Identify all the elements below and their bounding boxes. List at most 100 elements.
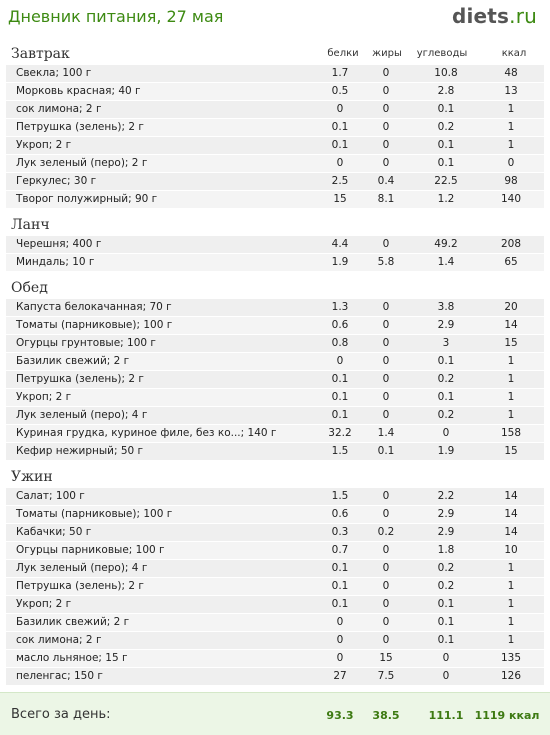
food-protein: 0 [336, 355, 344, 367]
food-row: Петрушка (зелень); 2 г 0.1 0 0.2 1 [6, 371, 544, 389]
food-protein: 0.7 [331, 544, 349, 556]
food-carbs: 2.9 [437, 508, 455, 520]
food-row: сок лимона; 2 г 0 0 0.1 1 [6, 632, 544, 650]
food-carbs: 0.1 [437, 103, 455, 115]
food-kcal: 20 [504, 301, 518, 313]
food-carbs: 0.1 [437, 355, 455, 367]
food-carbs: 1.2 [437, 193, 455, 205]
food-kcal: 1 [507, 355, 515, 367]
food-name: Петрушка (зелень); 2 г [16, 580, 144, 592]
meal-header: Завтрак белки жиры углеводы ккал [0, 44, 550, 65]
food-fat: 8.1 [377, 193, 395, 205]
food-protein: 27 [333, 670, 347, 682]
food-fat: 0 [382, 634, 390, 646]
food-name: Лук зеленый (перо); 4 г [16, 409, 148, 421]
food-row: Базилик свежий; 2 г 0 0 0.1 1 [6, 614, 544, 632]
food-name: Капуста белокачанная; 70 г [16, 301, 172, 313]
food-row: сок лимона; 2 г 0 0 0.1 1 [6, 101, 544, 119]
food-protein: 0.1 [331, 391, 349, 403]
food-carbs: 0.2 [437, 562, 455, 574]
food-name: Укроп; 2 г [16, 139, 72, 151]
food-row: Лук зеленый (перо); 4 г 0.1 0 0.2 1 [6, 560, 544, 578]
food-fat: 0 [382, 508, 390, 520]
meal-items: Капуста белокачанная; 70 г 1.3 0 3.8 20 Томат… [0, 299, 550, 461]
food-carbs: 2.9 [437, 526, 455, 538]
food-name: масло льняное; 15 г [16, 652, 128, 664]
food-protein: 0.1 [331, 409, 349, 421]
food-protein: 1.7 [331, 67, 349, 79]
food-fat: 0.1 [377, 445, 395, 457]
food-fat: 0 [382, 121, 390, 133]
food-protein: 15 [333, 193, 347, 205]
food-name: Огурцы парниковые; 100 г [16, 544, 165, 556]
food-name: Петрушка (зелень); 2 г [16, 373, 144, 385]
food-kcal: 15 [504, 337, 518, 349]
food-row: Укроп; 2 г 0.1 0 0.1 1 [6, 389, 544, 407]
food-name: Геркулес; 30 г [16, 175, 97, 187]
food-kcal: 126 [500, 670, 522, 682]
food-protein: 0.3 [331, 526, 349, 538]
food-kcal: 13 [504, 85, 518, 97]
food-kcal: 10 [504, 544, 518, 556]
food-name: Укроп; 2 г [16, 391, 72, 403]
food-fat: 5.8 [377, 256, 395, 268]
food-fat: 0 [382, 67, 390, 79]
food-fat: 0 [382, 238, 390, 250]
food-protein: 0.1 [331, 562, 349, 574]
food-kcal: 48 [504, 67, 518, 79]
food-row: Геркулес; 30 г 2.5 0.4 22.5 98 [6, 173, 544, 191]
food-name: Базилик свежий; 2 г [16, 355, 130, 367]
food-row: Морковь красная; 40 г 0.5 0 2.8 13 [6, 83, 544, 101]
food-kcal: 14 [504, 526, 518, 538]
food-protein: 1.9 [331, 256, 349, 268]
food-name: Куриная грудка, куриное филе, без ко...;… [16, 427, 277, 439]
food-name: Миндаль; 10 г [16, 256, 95, 268]
food-protein: 0 [336, 652, 344, 664]
food-fat: 0 [382, 103, 390, 115]
food-name: пеленгас; 150 г [16, 670, 103, 682]
food-protein: 4.4 [331, 238, 349, 250]
totals-label: Всего за день: [11, 707, 111, 722]
page-title: Дневник питания, 27 мая [8, 7, 224, 26]
food-fat: 0 [382, 544, 390, 556]
food-row: Кефир нежирный; 50 г 1.5 0.1 1.9 15 [6, 443, 544, 461]
column-header-fat: жиры [372, 48, 402, 59]
food-kcal: 140 [500, 193, 522, 205]
meal-items: Черешня; 400 г 4.4 0 49.2 208 Миндаль; 10 г 1.… [0, 236, 550, 272]
food-fat: 0 [382, 562, 390, 574]
food-name: Свекла; 100 г [16, 67, 92, 79]
food-row: Салат; 100 г 1.5 0 2.2 14 [6, 488, 544, 506]
food-kcal: 1 [507, 373, 515, 385]
meal-name: Ланч [11, 217, 50, 233]
food-kcal: 208 [500, 238, 522, 250]
meal-items: Салат; 100 г 1.5 0 2.2 14 Томаты (парниковые)… [0, 488, 550, 686]
food-kcal: 135 [500, 652, 522, 664]
meal-header: Ужин [0, 467, 550, 488]
food-name: Лук зеленый (перо); 2 г [16, 157, 148, 169]
food-protein: 1.3 [331, 301, 349, 313]
food-kcal: 0 [507, 157, 515, 169]
food-kcal: 1 [507, 139, 515, 151]
food-carbs: 0.1 [437, 139, 455, 151]
total-carbs: 111.1 [428, 709, 464, 722]
food-carbs: 0.1 [437, 634, 455, 646]
food-fat: 0 [382, 301, 390, 313]
food-row: Черешня; 400 г 4.4 0 49.2 208 [6, 236, 544, 254]
food-carbs: 0 [442, 670, 450, 682]
food-fat: 0 [382, 157, 390, 169]
food-fat: 0 [382, 139, 390, 151]
daily-totals: Всего за день: 93.3 38.5 111.1 1119 ккал [0, 692, 550, 735]
food-protein: 2.5 [331, 175, 349, 187]
food-protein: 0 [336, 157, 344, 169]
site-logo[interactable]: diets.ru [452, 4, 537, 28]
food-kcal: 15 [504, 445, 518, 457]
food-kcal: 1 [507, 616, 515, 628]
food-fat: 0 [382, 598, 390, 610]
meal-name: Ужин [11, 469, 53, 485]
food-carbs: 0 [442, 427, 450, 439]
food-name: Лук зеленый (перо); 4 г [16, 562, 148, 574]
total-fat: 38.5 [372, 709, 400, 722]
food-name: Огурцы грунтовые; 100 г [16, 337, 156, 349]
food-protein: 0.8 [331, 337, 349, 349]
food-name: Петрушка (зелень); 2 г [16, 121, 144, 133]
